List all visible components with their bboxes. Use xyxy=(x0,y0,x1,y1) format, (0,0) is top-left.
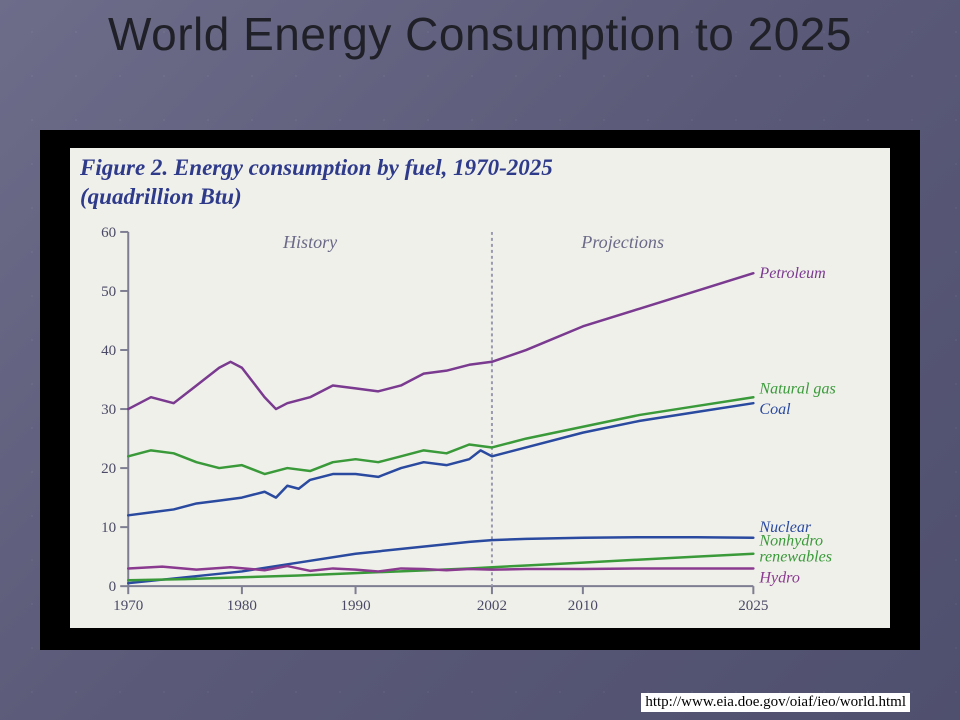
svg-text:20: 20 xyxy=(101,461,116,477)
svg-text:Coal: Coal xyxy=(759,401,791,418)
svg-text:Projections: Projections xyxy=(580,232,664,252)
svg-text:50: 50 xyxy=(101,284,116,300)
chart-outer-frame: Figure 2. Energy consumption by fuel, 19… xyxy=(40,130,920,650)
svg-text:Natural gas: Natural gas xyxy=(758,380,835,397)
svg-text:60: 60 xyxy=(101,225,116,241)
figure-title: Figure 2. Energy consumption by fuel, 19… xyxy=(80,154,880,212)
svg-text:0: 0 xyxy=(109,579,117,595)
svg-text:2025: 2025 xyxy=(738,598,768,614)
svg-text:1970: 1970 xyxy=(113,598,143,614)
svg-text:Hydro: Hydro xyxy=(758,569,800,586)
svg-text:40: 40 xyxy=(101,343,116,359)
svg-text:1980: 1980 xyxy=(227,598,257,614)
slide: World Energy Consumption to 2025 Figure … xyxy=(0,0,960,720)
chart-plot-area: 0 10 20 30 40 50 60 1970 1980 1990 2002 2010 2025 His… xyxy=(80,220,884,618)
svg-text:2002: 2002 xyxy=(477,598,507,614)
source-citation: http://www.eia.doe.gov/oiaf/ieo/world.ht… xyxy=(641,693,910,712)
chart-panel: Figure 2. Energy consumption by fuel, 19… xyxy=(70,148,890,628)
svg-text:2010: 2010 xyxy=(568,598,598,614)
svg-text:10: 10 xyxy=(101,520,116,536)
svg-text:1990: 1990 xyxy=(340,598,370,614)
svg-text:Petroleum: Petroleum xyxy=(758,265,825,282)
slide-title: World Energy Consumption to 2025 xyxy=(0,8,960,61)
chart-svg: 0 10 20 30 40 50 60 1970 1980 1990 2002 2010 2025 His… xyxy=(80,220,884,618)
svg-text:History: History xyxy=(282,232,337,252)
figure-title-line1: Figure 2. Energy consumption by fuel, 19… xyxy=(80,155,553,180)
svg-text:Nonhydrorenewables: Nonhydrorenewables xyxy=(758,533,832,566)
svg-text:30: 30 xyxy=(101,402,116,418)
figure-title-line2: (quadrillion Btu) xyxy=(80,184,242,209)
